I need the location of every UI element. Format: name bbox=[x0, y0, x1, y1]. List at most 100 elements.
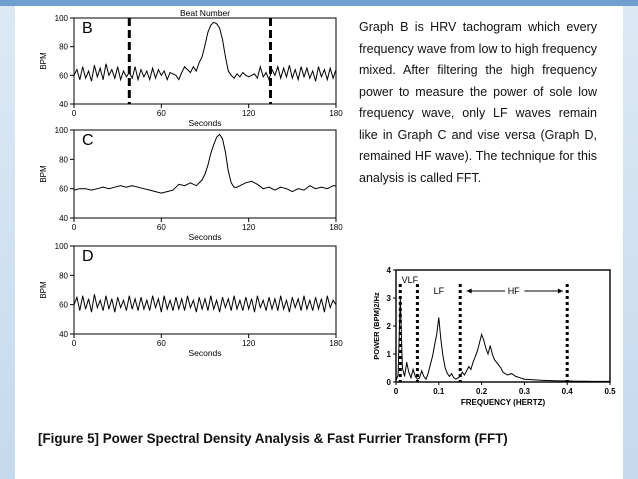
data-point bbox=[192, 299, 194, 301]
data-point bbox=[318, 308, 319, 310]
data-point bbox=[201, 56, 203, 58]
y-tick-label: 100 bbox=[55, 242, 69, 251]
data-point bbox=[291, 296, 293, 298]
data-point bbox=[79, 188, 81, 190]
x-tick-label: 60 bbox=[157, 339, 166, 348]
data-point bbox=[207, 164, 209, 166]
x-tick-label: 0 bbox=[394, 387, 399, 396]
data-point bbox=[175, 296, 177, 298]
data-point bbox=[496, 362, 497, 363]
data-point bbox=[233, 77, 235, 79]
data-point bbox=[436, 334, 438, 335]
data-point bbox=[245, 182, 247, 184]
series-line bbox=[73, 21, 337, 82]
data-point bbox=[306, 308, 308, 310]
x-axis-label: Seconds bbox=[188, 118, 221, 126]
data-point bbox=[111, 69, 113, 70]
data-point bbox=[216, 23, 218, 25]
chart-spectrum: 0 1 2 3 4 0 0.1 0.2 0.3 0.4 0.5 FREQUENCY (HERTZ) PO… bbox=[372, 266, 616, 407]
x-axis-label: Seconds bbox=[188, 232, 221, 241]
data-point bbox=[248, 308, 250, 310]
plot-frame bbox=[73, 129, 337, 219]
data-point bbox=[93, 294, 95, 295]
data-point bbox=[169, 299, 171, 301]
data-point bbox=[291, 77, 293, 79]
data-point bbox=[233, 186, 235, 188]
data-point bbox=[474, 356, 476, 358]
data-point bbox=[286, 299, 287, 301]
data-point bbox=[108, 188, 110, 190]
data-point bbox=[254, 73, 255, 75]
data-point bbox=[190, 72, 191, 73]
data-point bbox=[73, 74, 75, 76]
data-point bbox=[312, 70, 314, 72]
data-point bbox=[335, 304, 337, 306]
data-point bbox=[294, 307, 296, 308]
data-point bbox=[137, 186, 139, 188]
x-tick-label: 0.4 bbox=[562, 387, 574, 396]
data-point bbox=[468, 366, 470, 367]
data-point bbox=[321, 186, 322, 188]
data-point bbox=[160, 74, 162, 76]
data-point bbox=[102, 186, 104, 188]
data-point bbox=[399, 297, 401, 299]
data-point bbox=[126, 310, 127, 311]
plot-frame bbox=[73, 245, 337, 335]
data-point bbox=[99, 299, 101, 301]
data-point bbox=[204, 173, 206, 175]
data-point bbox=[440, 339, 442, 341]
data-point bbox=[434, 345, 435, 346]
data-point bbox=[230, 74, 232, 76]
y-tick-label: 60 bbox=[59, 185, 68, 194]
data-point bbox=[248, 76, 250, 78]
data-point bbox=[268, 186, 270, 188]
data-point bbox=[140, 296, 142, 298]
data-point bbox=[178, 79, 180, 81]
x-tick-label: 0.2 bbox=[476, 387, 488, 396]
data-point bbox=[274, 74, 276, 76]
data-point bbox=[239, 76, 241, 78]
data-point bbox=[519, 377, 521, 379]
data-point bbox=[472, 362, 474, 363]
y-axis-label: BPM bbox=[39, 52, 48, 70]
data-point bbox=[222, 138, 223, 140]
data-point bbox=[259, 66, 261, 68]
data-point bbox=[227, 70, 229, 72]
data-point bbox=[108, 74, 110, 76]
data-point bbox=[155, 307, 156, 308]
data-point bbox=[297, 298, 299, 300]
y-tick-label: 3 bbox=[387, 294, 392, 303]
data-point bbox=[155, 191, 156, 192]
data-point bbox=[91, 189, 92, 191]
data-point bbox=[397, 374, 399, 376]
data-point bbox=[417, 378, 418, 380]
data-point bbox=[160, 192, 162, 194]
data-point bbox=[444, 367, 446, 369]
data-point bbox=[224, 307, 226, 308]
vlf-band-label: VLF bbox=[402, 275, 419, 285]
y-tick-label: 40 bbox=[59, 100, 68, 109]
data-point bbox=[487, 353, 489, 355]
data-point bbox=[160, 311, 162, 313]
series-line bbox=[73, 133, 336, 194]
data-point bbox=[429, 364, 431, 366]
data-point bbox=[152, 67, 153, 69]
x-axis-label: FREQUENCY (HERTZ) bbox=[461, 398, 546, 407]
data-point bbox=[163, 70, 165, 72]
data-point bbox=[85, 77, 87, 79]
x-tick-label: 60 bbox=[157, 109, 166, 118]
data-point bbox=[222, 39, 223, 40]
data-point bbox=[190, 182, 191, 184]
data-point bbox=[280, 186, 282, 188]
data-point bbox=[289, 311, 290, 313]
data-point bbox=[213, 21, 215, 23]
data-point bbox=[236, 308, 238, 310]
y-tick-label: 80 bbox=[59, 155, 68, 164]
data-point bbox=[274, 189, 276, 191]
x-tick-label: 180 bbox=[329, 109, 343, 118]
data-point bbox=[335, 185, 337, 187]
data-point bbox=[198, 296, 200, 298]
panel-letter: B bbox=[82, 20, 93, 37]
data-point bbox=[128, 295, 130, 297]
data-point bbox=[88, 298, 89, 300]
